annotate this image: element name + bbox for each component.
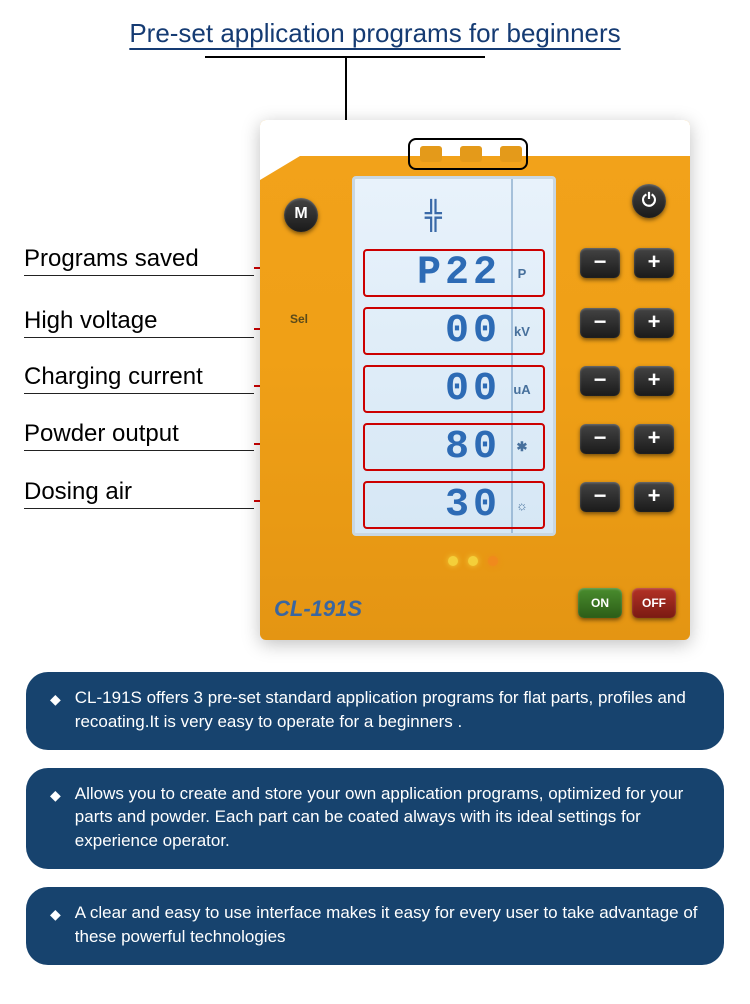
- mode-button[interactable]: M: [284, 198, 318, 232]
- lcd-unit-3: ✱: [505, 439, 539, 455]
- page-title: Pre-set application programs for beginne…: [0, 0, 750, 49]
- power-button[interactable]: ⏻: [632, 184, 666, 218]
- minus-button-1[interactable]: −: [580, 308, 620, 338]
- bullet-card-1: ◆Allows you to create and store your own…: [26, 768, 724, 869]
- label-2: Charging current: [24, 363, 254, 394]
- on-button[interactable]: ON: [578, 588, 622, 618]
- minus-button-0[interactable]: −: [580, 248, 620, 278]
- off-button[interactable]: OFF: [632, 588, 676, 618]
- minus-button-4[interactable]: −: [580, 482, 620, 512]
- led-1: [448, 556, 458, 566]
- model-label: CL-191S: [274, 596, 362, 622]
- lcd-screen: ╬ P22 P 00 kV 00 uA 80✱ 30 ☼: [352, 176, 556, 536]
- bullet-diamond-icon: ◆: [50, 786, 61, 853]
- sel-label: Sel: [290, 312, 308, 326]
- lcd-row-2: 00 uA: [363, 365, 545, 413]
- diagram-stage: Programs saved High voltage Charging curre…: [0, 120, 750, 660]
- lcd-unit-0: P: [505, 266, 539, 281]
- device-top-triangle: [260, 156, 300, 180]
- lcd-row-0: P22 P: [363, 249, 545, 297]
- label-0: Programs saved: [24, 245, 254, 276]
- plus-button-4[interactable]: +: [634, 482, 674, 512]
- plus-button-1[interactable]: +: [634, 308, 674, 338]
- label-1: High voltage: [24, 307, 254, 338]
- bullet-card-0: ◆ CL-191S offers 3 pre-set standard appli…: [26, 672, 724, 750]
- lcd-divider: [511, 179, 513, 533]
- label-4: Dosing air: [24, 478, 254, 509]
- lcd-row-4: 30 ☼: [363, 481, 545, 529]
- device-panel: M Sel ⏻ ╬ P22P00kV00uA80✱30☼ −+−+−+−+−+ …: [260, 120, 690, 640]
- preset-callout-box: [408, 138, 528, 170]
- label-3: Powder output: [24, 420, 254, 451]
- lcd-unit-1: kV: [505, 324, 539, 339]
- bullet-text-2: A clear and easy to use interface makes …: [75, 901, 700, 949]
- lcd-unit-4: ☼: [505, 498, 539, 513]
- lcd-unit-2: uA: [505, 382, 539, 397]
- lcd-digits-4: 30: [445, 483, 501, 528]
- lcd-top-glyph: ╬: [425, 199, 445, 232]
- status-leds: [448, 556, 498, 566]
- lcd-digits-2: 00: [445, 367, 501, 412]
- bullet-diamond-icon: ◆: [50, 690, 61, 734]
- plus-button-3[interactable]: +: [634, 424, 674, 454]
- minus-button-2[interactable]: −: [580, 366, 620, 396]
- plus-button-0[interactable]: +: [634, 248, 674, 278]
- minus-button-3[interactable]: −: [580, 424, 620, 454]
- lcd-row-3: 80✱: [363, 423, 545, 471]
- led-3: [488, 556, 498, 566]
- bullet-text-1: Allows you to create and store your own …: [75, 782, 700, 853]
- bullets-section: ◆ CL-191S offers 3 pre-set standard appli…: [26, 672, 724, 983]
- lcd-row-1: 00 kV: [363, 307, 545, 355]
- bullet-card-2: ◆ A clear and easy to use interface makes…: [26, 887, 724, 965]
- lcd-digits-1: 00: [445, 309, 501, 354]
- led-2: [468, 556, 478, 566]
- lcd-digits-3: 80: [445, 425, 501, 470]
- bullet-text-0: CL-191S offers 3 pre-set standard applic…: [75, 686, 700, 734]
- lcd-digits-0: P22: [417, 251, 501, 296]
- plus-button-2[interactable]: +: [634, 366, 674, 396]
- bullet-diamond-icon: ◆: [50, 905, 61, 949]
